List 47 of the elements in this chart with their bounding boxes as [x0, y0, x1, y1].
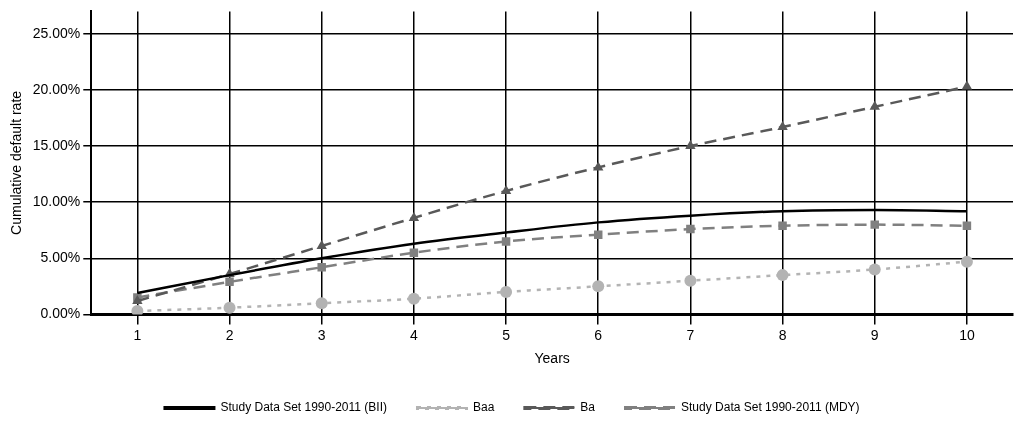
- point: [870, 220, 879, 229]
- x-tick-label: 3: [317, 326, 326, 343]
- point: [223, 301, 236, 314]
- point: [501, 237, 511, 246]
- legend-label: Study Data Set 1990-2011 (BII): [220, 400, 387, 415]
- x-tick-label: 9: [870, 326, 879, 343]
- point: [776, 269, 789, 282]
- point: [315, 297, 328, 310]
- point: [684, 274, 697, 287]
- x-axis-title: Years: [534, 350, 570, 367]
- legend-label: Baa: [472, 400, 495, 415]
- point: [316, 239, 327, 249]
- point: [407, 292, 420, 305]
- y-tick-label: 20.00%: [32, 80, 81, 97]
- point: [777, 120, 788, 130]
- legend-label: Study Data Set 1990-2011 (MDY): [681, 400, 860, 415]
- legend-label: Ba: [580, 400, 596, 415]
- y-tick-label: 10.00%: [32, 193, 81, 210]
- point: [868, 263, 881, 276]
- point: [685, 140, 696, 150]
- x-tick-label: 1: [133, 326, 142, 343]
- point: [869, 100, 880, 110]
- y-axis-title: Cumulative default rate: [8, 90, 25, 235]
- point: [225, 277, 234, 287]
- point: [961, 80, 973, 90]
- x-tick-label: 7: [686, 326, 695, 343]
- point: [686, 224, 695, 234]
- y-tick-label: 5.00%: [40, 249, 81, 266]
- x-tick-label: 5: [502, 326, 511, 343]
- point: [593, 230, 603, 239]
- x-tick-label: 8: [778, 326, 787, 343]
- x-tick-label: 6: [594, 326, 603, 343]
- point: [960, 255, 973, 268]
- point: [778, 221, 787, 230]
- y-tick-label: 0.00%: [40, 305, 81, 322]
- point: [408, 211, 420, 221]
- point: [409, 248, 419, 257]
- x-tick-label: 2: [225, 326, 234, 343]
- y-tick-label: 25.00%: [32, 24, 81, 41]
- point: [317, 263, 326, 272]
- point: [500, 285, 513, 298]
- y-tick-label: 15.00%: [32, 136, 81, 153]
- point: [131, 305, 144, 315]
- point: [592, 280, 605, 293]
- point: [500, 184, 512, 194]
- x-tick-label: 10: [959, 326, 975, 343]
- x-tick-label: 4: [409, 326, 418, 343]
